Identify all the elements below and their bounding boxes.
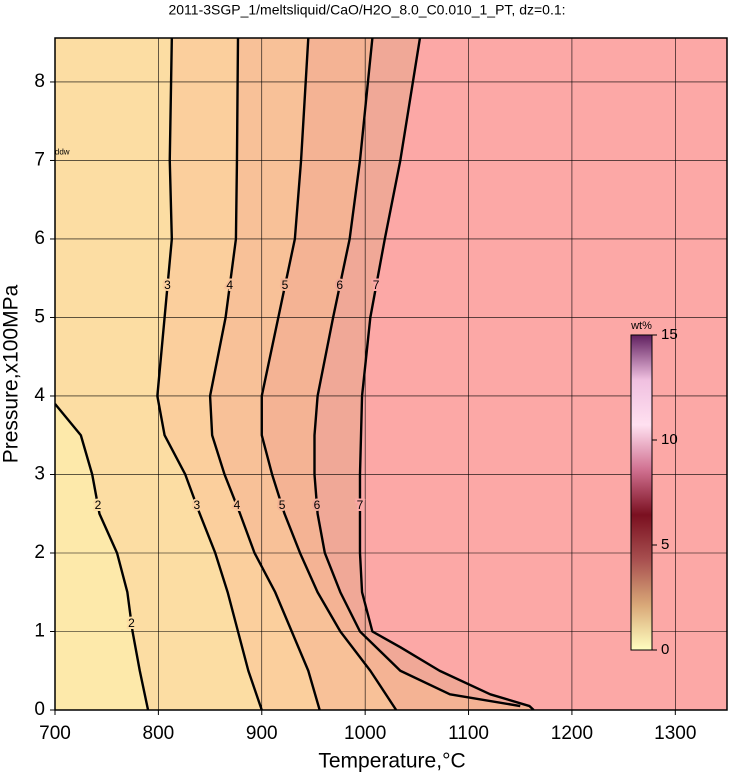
- contour-line: [156, 38, 263, 710]
- y-tick-label: 1: [34, 621, 45, 642]
- x-tick-label: 1200: [551, 723, 593, 744]
- contour-label: 7: [357, 498, 364, 512]
- contour-label: 4: [234, 498, 241, 512]
- contour-label: 3: [193, 498, 200, 512]
- colorbar-tick-label: 0: [661, 641, 669, 658]
- contour-label: 6: [336, 278, 343, 292]
- contour-line: [313, 38, 521, 708]
- contour-label: 5: [279, 498, 286, 512]
- y-tick-label: 8: [34, 71, 45, 92]
- contour-label: 6: [314, 498, 321, 512]
- contour-label: 7: [373, 278, 380, 292]
- x-tick-label: 700: [39, 723, 71, 744]
- colorbar-tick-label: 10: [661, 431, 678, 448]
- contour-label: 4: [226, 278, 233, 292]
- contour-band: [359, 38, 727, 710]
- contour-label: 3: [164, 278, 171, 292]
- annotation: ddw: [55, 148, 70, 157]
- y-tick-label: 2: [34, 542, 45, 563]
- contour-line: [358, 38, 535, 710]
- contour-label: 5: [282, 278, 289, 292]
- chart-title: 2011-3SGP_1/meltsliquid/CaO/H2O_8.0_C0.0…: [168, 2, 565, 18]
- y-axis-label: Pressure,x100MPa: [0, 284, 23, 463]
- x-tick-label: 1000: [344, 723, 386, 744]
- colorbar: [630, 334, 653, 651]
- x-tick-label: 800: [143, 723, 175, 744]
- contour-line: [260, 38, 398, 710]
- contour-label: 2: [95, 498, 102, 512]
- colorbar-tick-label: 15: [661, 326, 678, 343]
- y-tick-label: 6: [34, 228, 45, 249]
- y-tick-label: 7: [34, 149, 45, 170]
- colorbar-label: wt%: [630, 320, 652, 332]
- contour-line: [55, 403, 150, 710]
- y-tick-label: 0: [34, 699, 45, 720]
- y-tick-label: 3: [34, 464, 45, 485]
- y-tick-label: 4: [34, 385, 45, 406]
- contour-label: 2: [128, 616, 135, 630]
- x-tick-label: 1300: [654, 723, 696, 744]
- x-tick-label: 1100: [448, 723, 489, 744]
- plot-frame: [54, 37, 728, 711]
- x-axis-label: Temperature,°C: [318, 750, 465, 773]
- x-tick-label: 900: [246, 723, 278, 744]
- colorbar-tick-label: 5: [661, 536, 669, 553]
- contour-line: [208, 38, 321, 710]
- plot-area: 2 2 3 3 4 4 5 5 6 6 7 7 ddw: [55, 38, 727, 710]
- y-tick-label: 5: [34, 306, 45, 327]
